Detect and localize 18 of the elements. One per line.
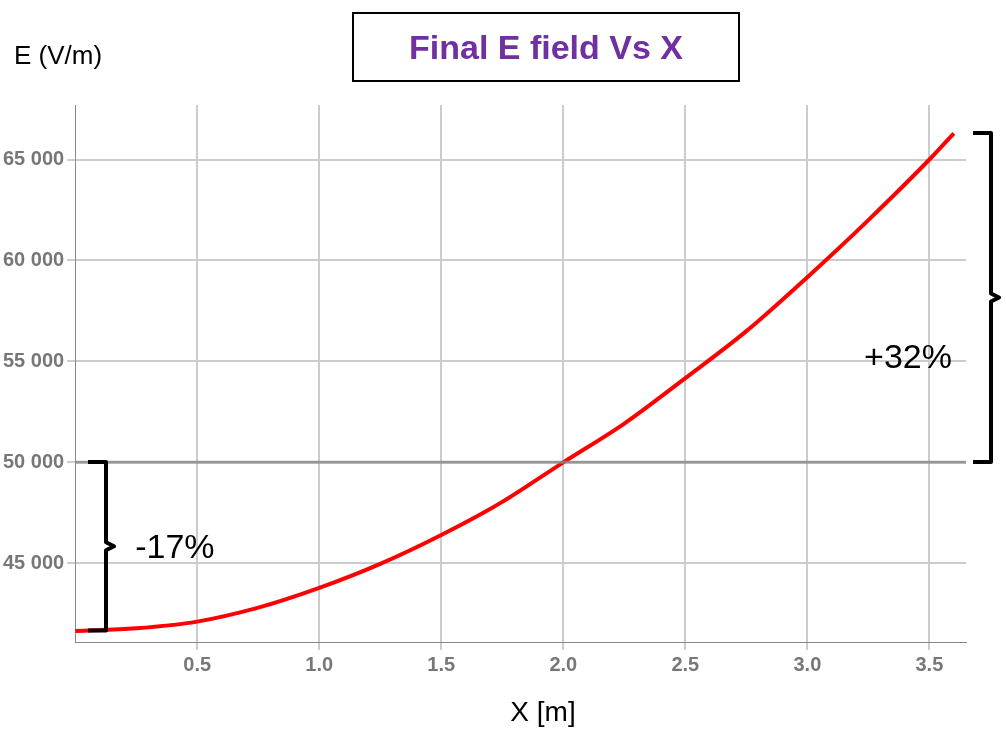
line-series bbox=[75, 131, 956, 633]
x-tick-label: 1.5 bbox=[427, 652, 456, 675]
chart-title: Final E field Vs X bbox=[352, 12, 740, 82]
y-axis-title: E (V/m) bbox=[14, 40, 103, 71]
annotation: +32% bbox=[864, 337, 952, 377]
y-tick-label: 50 000 bbox=[3, 449, 65, 472]
annotation: -17% bbox=[135, 526, 215, 566]
x-tick-label: 3.5 bbox=[915, 652, 944, 675]
y-tick-label: 55 000 bbox=[3, 348, 65, 371]
x-tick-label: 3.0 bbox=[793, 652, 822, 675]
x-tick-label: 2.0 bbox=[549, 652, 578, 675]
y-tick-label: 60 000 bbox=[3, 247, 65, 270]
x-tick-label: 0.5 bbox=[183, 652, 212, 675]
y-tick-label: 45 000 bbox=[3, 550, 65, 573]
y-tick-label: 65 000 bbox=[3, 147, 65, 170]
x-axis-title: X [m] bbox=[509, 696, 577, 728]
x-tick-label: 2.5 bbox=[671, 652, 700, 675]
x-tick-label: 1.0 bbox=[305, 652, 334, 675]
